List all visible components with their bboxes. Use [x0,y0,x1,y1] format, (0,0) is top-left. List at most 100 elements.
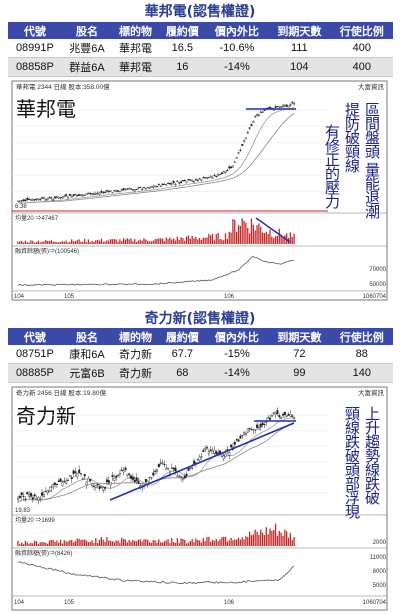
stock-chart-chilisin: 奇力新 2456 日線 股本:19.80億 大富資訊 奇力新 19.83 上升趨… [11,386,388,611]
volume-bar [121,241,123,244]
volume-bar [163,541,166,546]
candle [191,467,194,469]
candle [42,197,45,199]
candle [59,478,62,482]
candle [246,428,249,433]
candle [61,482,64,486]
margin-tick-2: 50000 [369,282,386,288]
col-strike: 履約價 [158,328,206,345]
volume-bar [239,225,241,244]
candle [237,439,240,442]
cell: -10.6% [205,39,269,58]
candle [115,475,118,478]
volume-bar [197,239,199,244]
volume-bar [119,239,121,244]
cell: 08885P [8,363,62,383]
candle [267,417,270,419]
section1-title: 華邦電(認售權證) [144,4,256,20]
volume-tick: 2000 [373,540,387,546]
candle [235,439,238,441]
volume-bar [197,540,199,546]
volume-bar [293,233,295,244]
volume-bar [180,538,182,546]
candle [178,182,181,184]
volume-bar [234,539,236,546]
volume-bar [189,238,191,244]
cell: 400 [330,39,393,58]
cell: 140 [330,363,393,383]
candle [54,196,57,199]
cell: 08991P [8,39,62,58]
candle [150,477,153,479]
volume-bar [167,239,169,244]
candle [176,181,179,183]
candle [28,494,31,497]
candle [57,196,60,199]
volume-bar [93,543,95,546]
candle [98,192,101,195]
candle [144,188,147,190]
volume-bar [210,235,212,244]
volume-bar [135,242,138,244]
volume-bar [95,240,97,244]
volume-bar [71,540,73,546]
candle [172,181,175,183]
volume-bar [247,227,249,244]
volume-bar [152,540,154,546]
volume-bar [126,238,128,244]
candle [33,199,36,201]
candle [165,184,168,186]
candle [183,179,186,181]
candle [135,477,138,481]
volume-bar [147,240,149,244]
volume-bar [258,534,260,546]
candle [270,415,273,417]
volume-bar [52,241,54,244]
volume-bar [230,232,232,244]
candle [222,455,225,460]
volume-bar [254,529,256,546]
candle [183,475,186,479]
candle [170,467,173,469]
candle [78,469,81,474]
candle [285,415,288,417]
volume-bar [39,242,41,244]
volume-bar [96,239,99,244]
cell: 康和6A [61,345,113,364]
volume-bar [35,242,38,244]
volume-bar [67,541,69,546]
candle [89,193,92,195]
volume-bar [147,540,149,546]
cell: -14% [205,363,269,383]
volume-bar [148,542,151,546]
candle [80,194,83,196]
candle [18,200,21,202]
cell: 68 [158,363,206,383]
volume-bar [243,220,245,244]
volume-bar [263,233,266,244]
cell: 99 [268,363,331,383]
table-row: 08885P 元富6B 奇力新 68 -14% 99 140 [8,363,393,383]
volume-bar [252,224,254,244]
candle [213,449,216,454]
candle [220,172,223,175]
candle [87,192,90,194]
warrant-table-2: 代號 股名 標的物 履約價 價內外比 到期天數 行使比例 08751P 康和6A… [8,328,393,383]
volume-bar [128,239,130,244]
volume-bar [84,539,86,546]
candle [113,477,116,481]
col-underlying: 標的物 [112,22,159,39]
volume-bar [176,538,178,546]
candle [46,490,49,494]
candle [280,417,283,419]
candle [59,197,62,199]
cell: 111 [268,39,331,58]
candle [161,183,164,186]
candle [157,183,160,185]
candle [91,482,94,487]
volume-bar [293,537,295,546]
uptrend-line [109,422,295,501]
brand-label: 大富資訊 [358,82,385,91]
volume-bar [161,238,164,244]
candle [239,435,242,439]
